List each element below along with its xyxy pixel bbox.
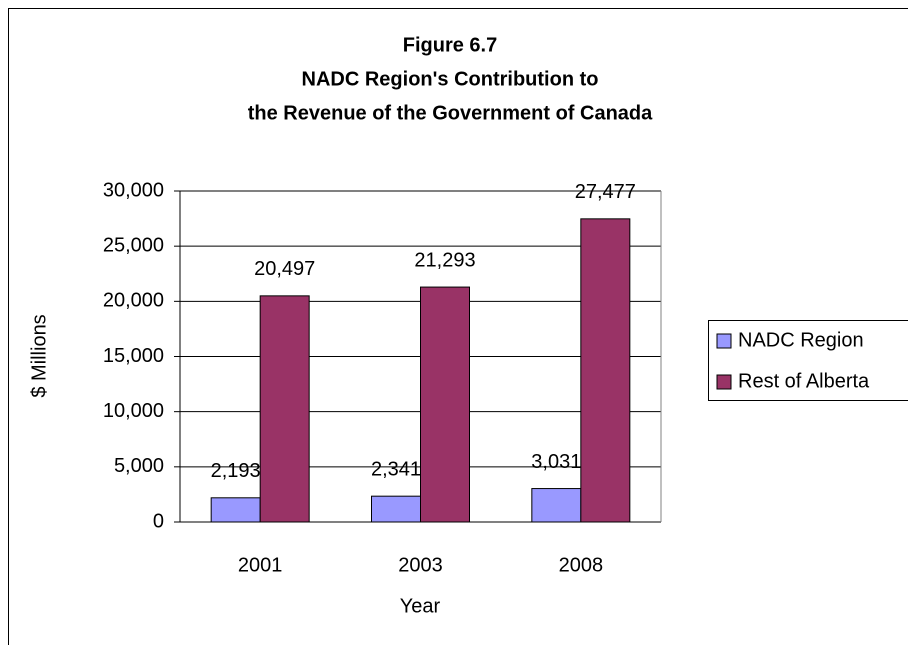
x-tick-label: 2001 — [238, 554, 283, 576]
y-axis-label: $ Millions — [28, 314, 50, 397]
x-tick-label: 2003 — [398, 554, 443, 576]
bar — [531, 488, 582, 523]
y-tick-label: 0 — [153, 510, 164, 532]
legend-swatch — [716, 333, 732, 349]
bar — [259, 295, 310, 523]
legend-box — [708, 320, 908, 401]
bar — [371, 495, 421, 523]
legend-swatch — [716, 374, 732, 390]
x-tick-label: 2008 — [559, 554, 604, 576]
chart-title: NADC Region's Contribution to — [302, 68, 599, 90]
y-tick-label: 20,000 — [103, 290, 164, 312]
data-label: 2,193 — [211, 460, 261, 482]
y-tick-label: 30,000 — [103, 179, 164, 201]
y-tick-label: 10,000 — [103, 400, 164, 422]
y-tick-label: 25,000 — [103, 234, 164, 256]
data-label: 20,497 — [254, 258, 315, 280]
bar — [420, 286, 470, 523]
legend-label: NADC Region — [738, 329, 864, 351]
y-tick-label: 15,000 — [103, 345, 164, 367]
data-label: 2,341 — [371, 458, 421, 480]
bar — [580, 218, 631, 523]
y-tick-label: 5,000 — [114, 455, 164, 477]
data-label: 27,477 — [575, 181, 636, 203]
data-label: 3,031 — [531, 451, 581, 473]
data-label: 21,293 — [414, 249, 475, 271]
chart-title: the Revenue of the Government of Canada — [248, 102, 653, 124]
chart-title: Figure 6.7 — [403, 34, 497, 56]
x-axis-label: Year — [400, 595, 441, 617]
bar — [210, 497, 261, 523]
legend-label: Rest of Alberta — [738, 370, 870, 392]
